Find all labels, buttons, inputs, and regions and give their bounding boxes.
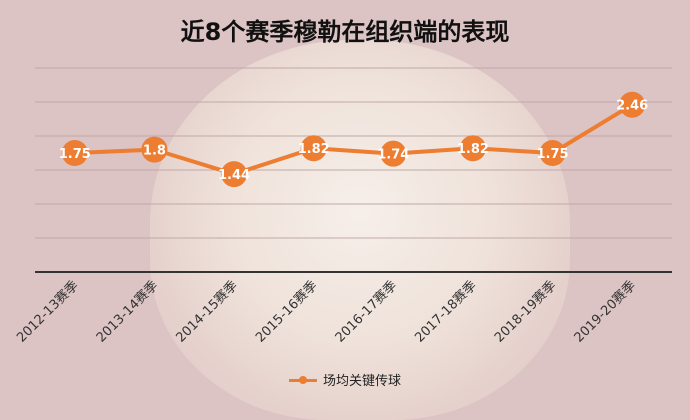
data-label: 1.8 bbox=[143, 144, 166, 159]
data-point bbox=[61, 140, 88, 166]
x-tick-label: 2015-16赛季 bbox=[252, 278, 320, 346]
data-label: 1.74 bbox=[377, 148, 409, 163]
data-point bbox=[221, 161, 248, 188]
x-tick-label: 2016-17赛季 bbox=[332, 278, 400, 346]
data-point bbox=[380, 140, 407, 167]
data-label: 1.82 bbox=[298, 142, 330, 157]
data-point bbox=[619, 91, 646, 118]
data-point bbox=[141, 136, 168, 163]
x-tick-label: 2017-18赛季 bbox=[412, 278, 480, 346]
x-tick-label: 2013-14赛季 bbox=[93, 278, 161, 346]
legend: 场均关键传球 bbox=[0, 370, 690, 389]
x-tick-label: 2019-20赛季 bbox=[571, 278, 639, 346]
data-label: 1.75 bbox=[59, 147, 91, 162]
data-label: 1.75 bbox=[537, 147, 569, 162]
data-label: 1.82 bbox=[457, 142, 489, 157]
chart-title: 近8个赛季穆勒在组织端的表现 bbox=[180, 18, 510, 46]
x-tick-label: 2018-19赛季 bbox=[491, 278, 559, 346]
x-tick-label: 2012-13赛季 bbox=[14, 278, 82, 346]
data-label: 2.46 bbox=[616, 99, 648, 114]
data-point bbox=[539, 140, 566, 166]
legend-label: 场均关键传球 bbox=[322, 374, 401, 389]
legend-swatch bbox=[288, 374, 317, 386]
data-point bbox=[300, 135, 327, 162]
data-point bbox=[459, 135, 486, 162]
data-label: 1.44 bbox=[218, 168, 250, 183]
chart-frame: 近8个赛季穆勒在组织端的表现 2012-13赛季 2013-14赛季 2014-15… bbox=[0, 18, 690, 420]
background-photo bbox=[150, 40, 570, 420]
x-tick-label: 2014-15赛季 bbox=[173, 278, 241, 346]
series-line bbox=[74, 103, 634, 177]
line-chart: 2012-13赛季 2013-14赛季 2014-15赛季 2015-16赛季 2016… bbox=[14, 67, 672, 346]
